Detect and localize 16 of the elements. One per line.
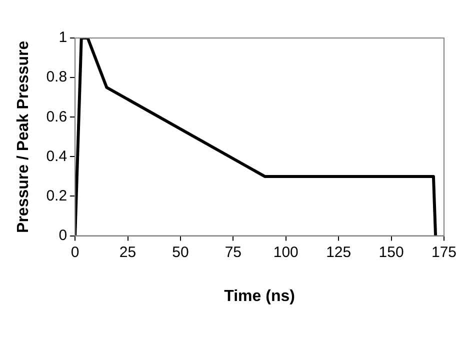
y-axis-title: Pressure / Peak Pressure xyxy=(15,40,32,233)
x-tick-label: 0 xyxy=(70,244,80,261)
x-tick-label: 125 xyxy=(326,244,352,261)
y-tick-label: 0.4 xyxy=(46,148,68,165)
y-tick-label: 1 xyxy=(58,29,68,46)
x-tick-label: 25 xyxy=(119,244,136,261)
y-tick-label: 0.8 xyxy=(46,68,68,86)
x-tick-label: 75 xyxy=(224,244,242,261)
y-tick-label: 0.2 xyxy=(46,187,68,204)
y-tick-label: 0.6 xyxy=(46,108,68,126)
x-axis-title: Time (ns) xyxy=(224,288,295,305)
x-tick-label: 150 xyxy=(378,244,404,261)
x-tick-label: 50 xyxy=(172,244,189,261)
x-tick-label: 175 xyxy=(431,244,457,261)
y-tick-label: 0 xyxy=(58,226,68,244)
x-tick-label: 100 xyxy=(273,244,298,261)
